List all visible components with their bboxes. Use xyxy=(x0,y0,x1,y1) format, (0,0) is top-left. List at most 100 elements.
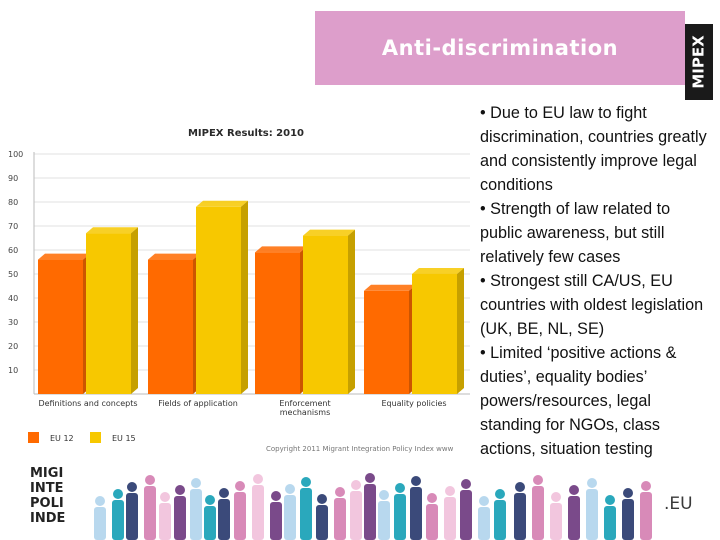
person-body xyxy=(568,496,580,540)
person-body xyxy=(394,494,406,540)
person-head xyxy=(253,474,263,484)
bullet-item: • Strongest still CA/US, EU countries wi… xyxy=(480,272,704,338)
y-tick-label: 70 xyxy=(8,222,18,231)
y-tick-label: 90 xyxy=(8,174,18,183)
person-head xyxy=(191,478,201,488)
bar-side xyxy=(131,227,138,394)
person-body xyxy=(159,503,171,540)
person-head xyxy=(533,475,543,485)
person-head xyxy=(127,482,137,492)
copyright-text: Copyright 2011 Migrant Integration Polic… xyxy=(266,445,454,453)
person-head xyxy=(160,492,170,502)
bar-side xyxy=(241,200,248,394)
person-head xyxy=(335,487,345,497)
x-tick-label: Fields of application xyxy=(158,399,238,408)
person-body xyxy=(622,499,634,540)
y-tick-label: 10 xyxy=(8,366,18,375)
brand-line: INTE xyxy=(30,481,64,496)
person-body xyxy=(316,505,328,540)
person-body xyxy=(378,501,390,540)
brand-line: POLI xyxy=(30,496,64,511)
person-body xyxy=(234,492,246,540)
person-body xyxy=(410,487,422,540)
person-body xyxy=(174,496,186,540)
slide-title: Anti-discrimination xyxy=(381,36,619,60)
person-head xyxy=(569,485,579,495)
person-body xyxy=(426,504,438,540)
person-body xyxy=(252,485,264,540)
person-head xyxy=(219,488,229,498)
legend-swatch xyxy=(28,432,39,443)
bar xyxy=(412,274,457,394)
person-head xyxy=(235,481,245,491)
person-head xyxy=(285,484,295,494)
person-body xyxy=(300,488,312,540)
person-body xyxy=(444,497,456,540)
person-head xyxy=(587,478,597,488)
person-head xyxy=(317,494,327,504)
bar-chart: MIPEX Results: 2010102030405060708090100… xyxy=(8,128,470,453)
y-tick-label: 60 xyxy=(8,246,18,255)
legend-label: EU 12 xyxy=(50,434,74,443)
bar-top xyxy=(86,227,138,234)
person-head xyxy=(445,486,455,496)
bullet-item: • Strength of law related to public awar… xyxy=(480,200,671,266)
bar xyxy=(148,259,193,394)
bullet-item: • Limited ‘positive actions & duties’, e… xyxy=(480,344,677,458)
eu-domain-text: .EU xyxy=(664,494,693,514)
x-tick-label: Definitions and concepts xyxy=(38,399,137,408)
bar-top xyxy=(148,253,200,260)
y-tick-label: 20 xyxy=(8,342,18,351)
person-body xyxy=(364,484,376,540)
person-head xyxy=(605,495,615,505)
chart-title: MIPEX Results: 2010 xyxy=(188,128,304,139)
bullet-list: • Due to EU law to fight discrimination,… xyxy=(480,101,716,461)
person-body xyxy=(460,490,472,540)
person-body xyxy=(604,506,616,540)
person-body xyxy=(94,507,106,540)
person-head xyxy=(495,489,505,499)
person-body xyxy=(204,506,216,540)
person-head xyxy=(113,489,123,499)
y-tick-label: 100 xyxy=(8,150,23,159)
legend-label: EU 15 xyxy=(112,434,136,443)
x-tick-label: Enforcement xyxy=(279,399,330,408)
person-head xyxy=(351,480,361,490)
title-banner: Anti-discrimination xyxy=(315,11,685,85)
person-body xyxy=(218,499,230,540)
y-tick-label: 30 xyxy=(8,318,18,327)
person-head xyxy=(411,476,421,486)
person-head xyxy=(175,485,185,495)
bar xyxy=(364,290,409,394)
person-head xyxy=(301,477,311,487)
person-body xyxy=(334,498,346,540)
person-head xyxy=(461,479,471,489)
person-body xyxy=(144,486,156,540)
person-body xyxy=(284,495,296,540)
mipex-logo: MIPEX xyxy=(685,24,713,100)
person-body xyxy=(514,493,526,540)
person-body xyxy=(640,492,652,540)
bullet-item: • Due to EU law to fight discrimination,… xyxy=(480,104,707,194)
person-body xyxy=(112,500,124,540)
person-body xyxy=(586,489,598,540)
brand-line: INDE xyxy=(30,511,66,526)
person-body xyxy=(478,507,490,540)
bar-top xyxy=(38,253,90,260)
x-tick-label-line2: mechanisms xyxy=(280,408,331,417)
person-body xyxy=(532,486,544,540)
person-head xyxy=(479,496,489,506)
person-head xyxy=(95,496,105,506)
person-head xyxy=(379,490,389,500)
logo-text: MIPEX xyxy=(690,35,709,89)
person-head xyxy=(641,481,651,491)
bar xyxy=(38,259,83,394)
chart-container: MIPEX Results: 2010 10 20 30 40 50 60 70 80 90 100… xyxy=(0,118,478,460)
bar-top xyxy=(412,268,464,274)
person-head xyxy=(271,491,281,501)
person-body xyxy=(494,500,506,540)
person-head xyxy=(551,492,561,502)
bar xyxy=(86,233,131,394)
person-head xyxy=(427,493,437,503)
bar xyxy=(303,235,348,394)
